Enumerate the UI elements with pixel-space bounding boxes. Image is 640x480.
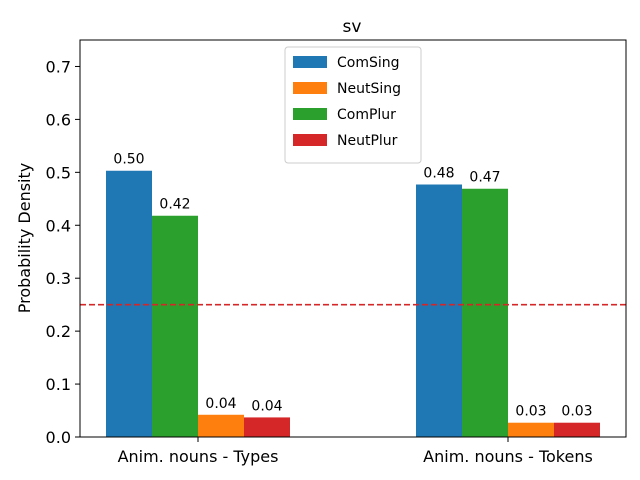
y-tick-label: 0.2 <box>46 322 71 341</box>
y-tick-label: 0.5 <box>46 163 71 182</box>
bar-comsing-2 <box>416 184 462 437</box>
y-tick-label: 0.4 <box>46 216 71 235</box>
legend-swatch-complur <box>293 108 327 120</box>
data-label-comsing-2: 0.48 <box>423 166 454 182</box>
bar-neutplur-2 <box>554 422 600 437</box>
y-tick-label: 0.0 <box>46 428 71 447</box>
data-label-neutplur-1: 0.04 <box>251 398 282 414</box>
y-tick-label: 0.1 <box>46 375 71 394</box>
legend: ComSing NeutSing ComPlur NeutPlur <box>284 46 422 164</box>
legend-label-neutplur: NeutPlur <box>337 133 398 149</box>
legend-swatch-neutplur <box>293 134 327 146</box>
bar-complur-2 <box>462 188 508 437</box>
data-label-complur-1: 0.42 <box>159 197 190 213</box>
legend-swatch-neutsing <box>293 82 327 94</box>
x-tick-label: Anim. nouns - Tokens <box>423 447 593 466</box>
legend-label-neutsing: NeutSing <box>337 81 401 97</box>
data-label-complur-2: 0.47 <box>469 170 500 186</box>
bar-neutsing-2 <box>508 422 554 437</box>
y-tick-label: 0.6 <box>46 110 71 129</box>
bar-neutsing-1 <box>198 414 244 437</box>
bar-neutplur-1 <box>244 417 290 437</box>
data-label-neutsing-1: 0.04 <box>205 396 236 412</box>
chart-title: sv <box>343 17 362 37</box>
axes-frame <box>79 39 627 438</box>
y-tick-label: 0.3 <box>46 269 71 288</box>
y-tick-label: 0.7 <box>46 57 71 76</box>
bar-complur-1 <box>152 215 198 437</box>
y-axis-label: Probability Density <box>15 163 34 314</box>
data-label-neutplur-2: 0.03 <box>561 404 592 420</box>
x-tick-label: Anim. nouns - Types <box>118 447 279 466</box>
legend-label-comsing: ComSing <box>337 55 400 71</box>
legend-swatch-comsing <box>293 56 327 68</box>
legend-label-complur: ComPlur <box>337 107 396 123</box>
plot-area: 0.50 0.42 0.04 0.04 Anim. nouns - Types 0.48 0… <box>46 39 627 466</box>
data-label-neutsing-2: 0.03 <box>515 404 546 420</box>
data-label-comsing-1: 0.50 <box>113 152 144 168</box>
